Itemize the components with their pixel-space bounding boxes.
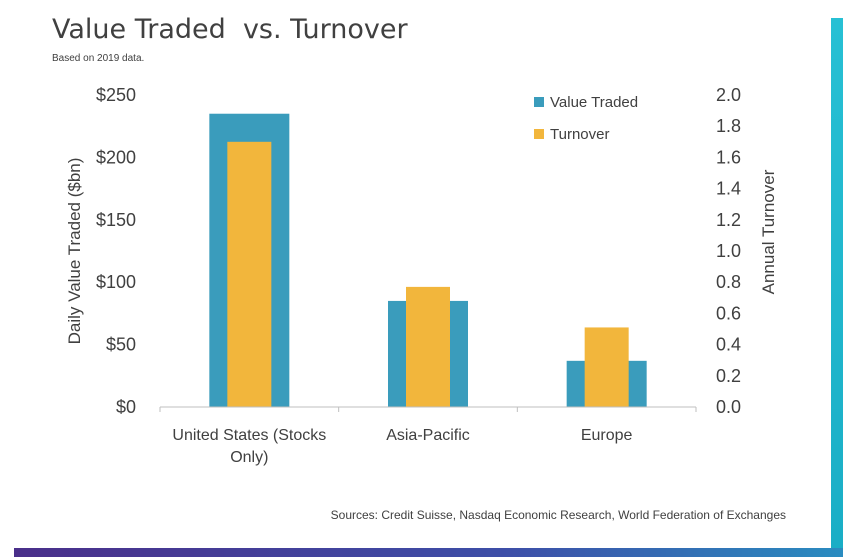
y2-tick-label: 2.0 <box>716 85 741 105</box>
y2-tick-label: 1.0 <box>716 241 741 261</box>
y2-tick-label: 1.4 <box>716 179 741 199</box>
y2-tick-label: 0.6 <box>716 303 741 323</box>
chart-subtitle: Based on 2019 data. <box>52 53 145 64</box>
y-tick-label: $100 <box>96 272 136 292</box>
y-tick-label: $50 <box>106 335 136 355</box>
bar-turnover <box>227 141 272 408</box>
chart-title: Value Traded vs. Turnover <box>52 14 408 45</box>
y2-axis-title: Annual Turnover <box>759 169 778 294</box>
y2-tick-label: 0.0 <box>716 397 741 417</box>
x-tick-label: Asia-Pacific <box>386 427 470 444</box>
y-tick-label: $150 <box>96 210 136 230</box>
sources-note: Sources: Credit Suisse, Nasdaq Economic … <box>330 508 786 522</box>
y2-tick-label: 1.8 <box>716 116 741 136</box>
y-tick-label: $200 <box>96 147 136 167</box>
accent-bar-bottom <box>14 548 843 557</box>
bar-turnover <box>584 327 629 407</box>
y-tick-label: $250 <box>96 85 136 105</box>
y2-tick-label: 0.4 <box>716 335 741 355</box>
y2-tick-label: 1.2 <box>716 210 741 230</box>
x-tick-label: Europe <box>581 427 633 444</box>
y2-tick-label: 0.2 <box>716 366 741 386</box>
y2-tick-label: 1.6 <box>716 147 741 167</box>
y-axis-title: Daily Value Traded ($bn) <box>65 158 84 345</box>
legend-swatch <box>534 129 544 139</box>
y-tick-label: $0 <box>116 397 136 417</box>
bar-turnover <box>406 286 450 407</box>
legend-label: Value Traded <box>550 94 638 111</box>
legend-label: Turnover <box>550 126 609 143</box>
accent-bar-right <box>831 18 843 548</box>
legend-swatch <box>534 97 544 107</box>
y2-tick-label: 0.8 <box>716 272 741 292</box>
x-tick-label: United States (Stocks <box>172 427 326 444</box>
x-tick-label: Only) <box>230 449 268 466</box>
